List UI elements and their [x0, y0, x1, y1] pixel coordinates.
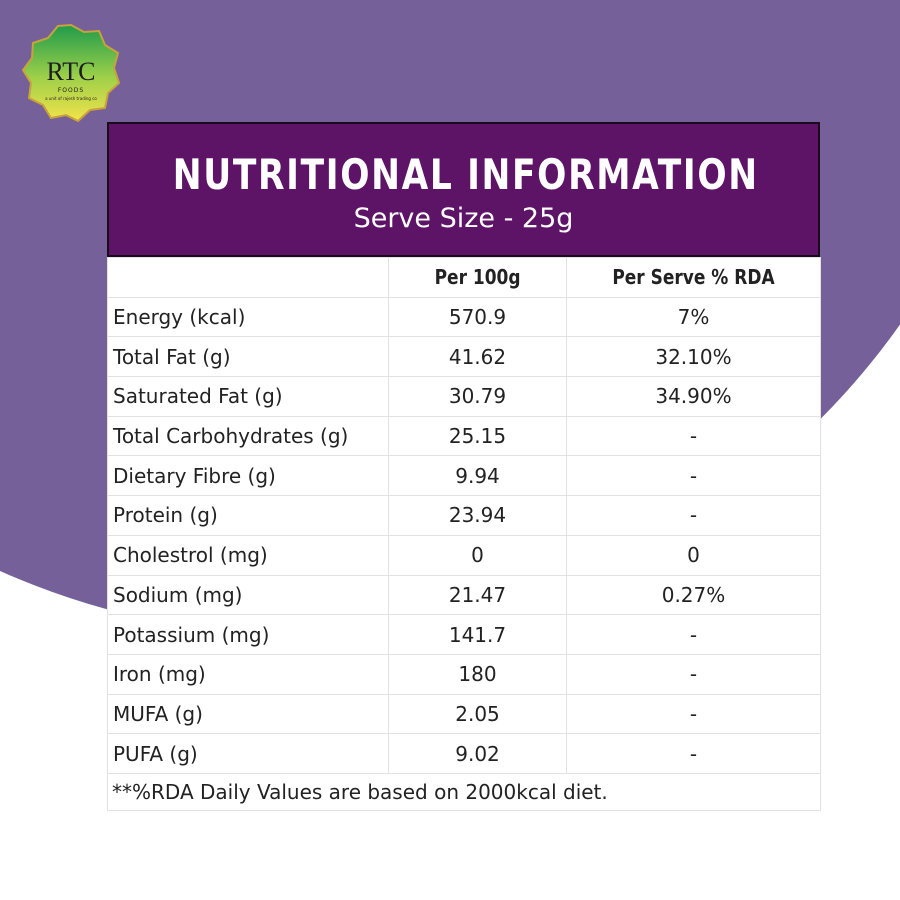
- nutrient-name: Cholestrol (mg): [107, 534, 389, 576]
- table-row: Protein (g) 23.94-: [107, 495, 821, 536]
- nutrient-name: Sodium (mg): [107, 574, 389, 616]
- nutrient-name: Saturated Fat (g): [107, 376, 389, 417]
- nutrient-value: 570.9: [388, 296, 567, 338]
- nutrient-value: -: [566, 495, 821, 536]
- table-row: Sodium (mg) 21.47 0.27%: [107, 574, 821, 616]
- table-header-row: Per 100g Per Serve % RDA: [107, 257, 821, 298]
- table-row: Iron (mg) 180-: [107, 653, 821, 695]
- header-cell: [107, 257, 389, 298]
- table-row: PUFA (g) 9.02-: [107, 733, 821, 774]
- table-row: Energy (kcal) 570.9 7%: [107, 296, 821, 338]
- logo-sub: FOODS: [58, 87, 84, 94]
- nutrient-name: Dietary Fibre (g): [107, 455, 389, 497]
- header: NUTRITIONAL INFORMATION Serve Size - 25g: [107, 122, 820, 257]
- nutrient-name: MUFA (g): [107, 693, 389, 735]
- footnote-row: **%RDA Daily Values are based on 2000kca…: [107, 772, 821, 811]
- table-row: Potassium (mg) 141.7-: [107, 614, 821, 655]
- nutrient-value: 9.02: [388, 733, 567, 774]
- logo-badge: [21, 23, 121, 123]
- nutrient-name: Potassium (mg): [107, 614, 389, 655]
- nutrient-name: Iron (mg): [107, 653, 389, 695]
- logo: RTC FOODS a unit of rajesh trading co: [21, 23, 121, 123]
- nutrient-value: 32.10%: [566, 336, 821, 378]
- subtitle: Serve Size - 25g: [353, 203, 574, 234]
- footnote: **%RDA Daily Values are based on 2000kca…: [107, 772, 821, 811]
- nutrient-name: Total Carbohydrates (g): [107, 415, 389, 457]
- nutrient-name: Protein (g): [107, 495, 389, 536]
- nutrient-value: 0: [566, 534, 821, 576]
- nutrient-value: 21.47: [388, 574, 567, 616]
- nutrient-value: -: [566, 733, 821, 774]
- nutrient-value: 25.15: [388, 415, 567, 457]
- logo-tagline: a unit of rajesh trading co: [45, 96, 97, 101]
- nutrient-value: -: [566, 653, 821, 695]
- nutrient-value: 34.90%: [566, 376, 821, 417]
- nutrient-value: 141.7: [388, 614, 567, 655]
- nutrient-value: -: [566, 614, 821, 655]
- nutrient-value: 0.27%: [566, 574, 821, 616]
- nutrient-name: Total Fat (g): [107, 336, 389, 378]
- column-header: Per Serve % RDA: [612, 265, 775, 290]
- nutrient-value: 7%: [566, 296, 821, 338]
- nutrition-table: Per 100g Per Serve % RDA Energy (kcal) 570.…: [107, 257, 821, 811]
- header-cell: Per Serve % RDA: [566, 257, 821, 298]
- nutrient-value: 9.94: [388, 455, 567, 497]
- nutrient-name: PUFA (g): [107, 733, 389, 774]
- table-row: Dietary Fibre (g) 9.94-: [107, 455, 821, 497]
- nutrient-value: 23.94: [388, 495, 567, 536]
- nutrient-value: 30.79: [388, 376, 567, 417]
- nutrient-value: -: [566, 415, 821, 457]
- nutrient-value: -: [566, 455, 821, 497]
- table-row: MUFA (g) 2.05-: [107, 693, 821, 735]
- header-cell: Per 100g: [388, 257, 567, 298]
- nutrient-value: 41.62: [388, 336, 567, 378]
- nutrient-name: Energy (kcal): [107, 296, 389, 338]
- title: NUTRITIONAL INFORMATION: [172, 150, 759, 199]
- logo-name: RTC: [46, 57, 95, 86]
- nutrition-card: NUTRITIONAL INFORMATION Serve Size - 25g…: [107, 122, 821, 811]
- table-row: Total Carbohydrates (g) 25.15-: [107, 415, 821, 457]
- table-row: Saturated Fat (g) 30.79 34.90%: [107, 376, 821, 417]
- nutrient-value: -: [566, 693, 821, 735]
- table-row: Cholestrol (mg) 0 0: [107, 534, 821, 576]
- nutrient-value: 2.05: [388, 693, 567, 735]
- nutrient-value: 180: [388, 653, 567, 695]
- column-header: Per 100g: [434, 265, 521, 290]
- table-row: Total Fat (g) 41.62 32.10%: [107, 336, 821, 378]
- nutrient-value: 0: [388, 534, 567, 576]
